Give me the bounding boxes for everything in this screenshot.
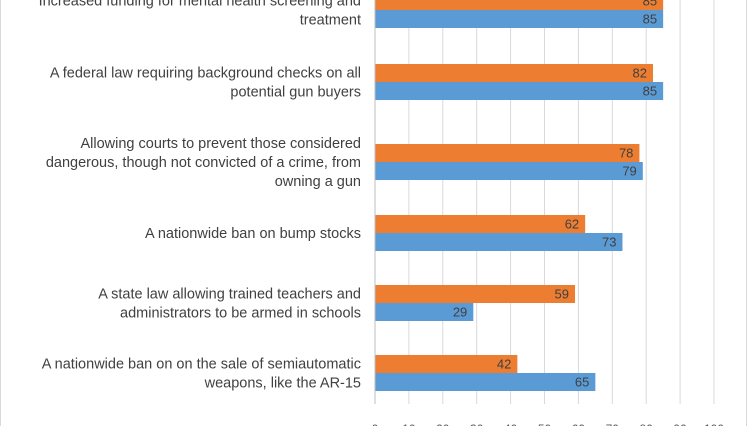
bar-series2-cat1 xyxy=(375,10,664,28)
bar-series1-cat4 xyxy=(375,215,586,233)
category-label-5-line-1: A state law allowing trained teachers an… xyxy=(98,287,361,303)
data-label-series2-cat2: 85 xyxy=(643,84,657,99)
x-tick-label-10: 10 xyxy=(402,422,416,426)
category-label-2-line-2: potential gun buyers xyxy=(230,85,361,101)
category-label-3-line-3: owning a gun xyxy=(275,174,361,190)
data-label-series1-cat6: 42 xyxy=(497,357,511,372)
category-label-6-line-1: A nationwide ban on on the sale of semia… xyxy=(42,357,361,373)
bar-series1-cat1 xyxy=(375,0,664,10)
x-tick-label-90: 90 xyxy=(673,422,687,426)
data-label-series2-cat1: 85 xyxy=(643,12,657,27)
category-label-2-line-1: A federal law requiring background check… xyxy=(50,66,361,82)
data-label-series1-cat3: 78 xyxy=(619,146,633,161)
x-tick-label-80: 80 xyxy=(640,422,654,426)
bar-series1-cat6 xyxy=(375,355,518,373)
data-label-series1-cat4: 62 xyxy=(565,217,579,232)
data-label-series1-cat2: 82 xyxy=(633,66,647,81)
category-label-3-line-1: Allowing courts to prevent those conside… xyxy=(81,136,362,152)
data-label-series2-cat6: 65 xyxy=(575,375,589,390)
bar-series1-cat5 xyxy=(375,285,576,303)
category-label-6-line-2: weapons, like the AR-15 xyxy=(204,376,361,392)
bar-series2-cat2 xyxy=(375,82,664,100)
category-label-5-line-2: administrators to be armed in schools xyxy=(120,306,361,322)
x-tick-label-0: 0 xyxy=(372,422,379,426)
data-label-series2-cat4: 73 xyxy=(602,235,616,250)
bar-series2-cat6 xyxy=(375,373,596,391)
x-tick-label-100: 100 xyxy=(704,422,724,426)
bar-series2-cat3 xyxy=(375,162,643,180)
data-label-series1-cat1: 85 xyxy=(643,0,657,9)
category-label-4-line-1: A nationwide ban on bump stocks xyxy=(145,226,361,242)
x-tick-label-60: 60 xyxy=(572,422,586,426)
x-tick-label-70: 70 xyxy=(606,422,620,426)
bar-series1-cat2 xyxy=(375,64,653,82)
bar-series1-cat3 xyxy=(375,144,640,162)
x-tick-label-30: 30 xyxy=(470,422,484,426)
data-label-series2-cat5: 29 xyxy=(453,305,467,320)
category-label-1-line-2: treatment xyxy=(300,13,361,29)
data-label-series2-cat3: 79 xyxy=(622,164,636,179)
category-label-1-line-1: Increased funding for mental health scre… xyxy=(39,0,361,10)
x-tick-label-40: 40 xyxy=(504,422,518,426)
bar-series2-cat4 xyxy=(375,233,623,251)
category-label-3-line-2: dangerous, though not convicted of a cri… xyxy=(46,155,361,171)
x-tick-label-20: 20 xyxy=(436,422,450,426)
data-label-series1-cat5: 59 xyxy=(555,287,569,302)
x-tick-label-50: 50 xyxy=(538,422,552,426)
bar-series2-cat5 xyxy=(375,303,474,321)
